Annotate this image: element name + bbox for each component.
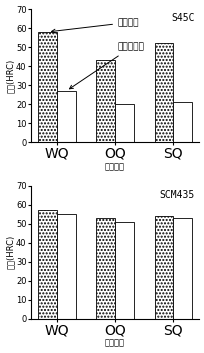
Text: S45C: S45C — [170, 13, 193, 23]
Bar — [154, 216, 172, 319]
Bar — [114, 104, 133, 142]
Y-axis label: 硬さ(HRC): 硬さ(HRC) — [6, 235, 14, 269]
Bar — [57, 214, 75, 319]
Bar — [57, 91, 75, 142]
X-axis label: 冷却方法: 冷却方法 — [105, 162, 124, 171]
Bar — [96, 218, 114, 319]
Bar — [38, 210, 57, 319]
Bar — [154, 43, 172, 142]
Bar — [172, 102, 191, 142]
Bar — [38, 32, 57, 142]
Bar — [114, 222, 133, 319]
Bar — [172, 218, 191, 319]
Bar — [96, 60, 114, 142]
Text: 表面硬さ: 表面硬さ — [51, 18, 139, 33]
Text: SCM435: SCM435 — [158, 190, 193, 199]
Text: 中心部硬さ: 中心部硬さ — [69, 43, 144, 89]
Y-axis label: 硬さ(HRC): 硬さ(HRC) — [6, 59, 14, 93]
X-axis label: 冷却方法: 冷却方法 — [105, 339, 124, 347]
